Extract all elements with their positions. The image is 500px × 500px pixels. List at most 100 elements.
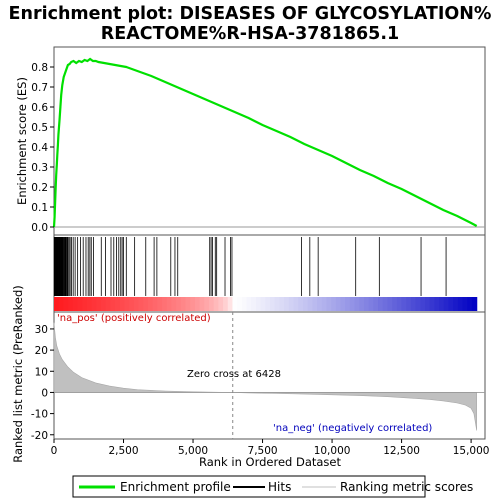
legend-label-enrichment: Enrichment profile	[120, 480, 231, 494]
colorbar-segment-53	[302, 297, 309, 311]
colorbar-segment-16	[129, 297, 135, 311]
es-tick-label-5: 0.5	[31, 122, 48, 134]
colorbar-segment-67	[368, 297, 374, 311]
colorbar-segment-58	[326, 297, 332, 311]
colorbar-segment-26	[176, 297, 182, 311]
colorbar-segment-25	[171, 297, 177, 311]
x-tick-label-1: 2,500	[108, 445, 138, 457]
chart-title-line1: Enrichment plot: DISEASES OF GLYCOSYLATI…	[9, 4, 492, 24]
colorbar-segment-44	[260, 297, 266, 311]
legend-label-hits: Hits	[268, 480, 291, 494]
metric-tick-label-0: -20	[31, 430, 48, 442]
colorbar-segment-28	[185, 297, 191, 311]
colorbar-segment-55	[312, 297, 318, 311]
rank-colorbar	[54, 297, 478, 311]
colorbar-segment-2	[63, 297, 69, 311]
colorbar-segment-56	[316, 297, 323, 311]
hits-layer	[53, 237, 447, 296]
colorbar-segment-89	[471, 297, 478, 311]
colorbar-segment-31	[199, 297, 205, 311]
x-tick-label-5: 12,500	[383, 445, 420, 457]
colorbar-segment-45	[265, 297, 271, 311]
colorbar-segment-78	[420, 297, 426, 311]
colorbar-segment-82	[439, 297, 445, 311]
colorbar-segment-73	[396, 297, 403, 311]
colorbar-segment-62	[345, 297, 351, 311]
x-tick-label-2: 5,000	[178, 445, 208, 457]
colorbar-segment-71	[387, 297, 393, 311]
colorbar-segment-75	[406, 297, 412, 311]
zero-cross-label: Zero cross at 6428	[187, 369, 281, 380]
colorbar-segment-43	[255, 297, 262, 311]
es-tick-label-3: 0.3	[31, 162, 48, 174]
x-tick-label-4: 10,000	[314, 445, 351, 457]
metric-tick-label-4: 20	[35, 345, 48, 357]
colorbar-segment-36	[223, 297, 229, 311]
colorbar-segment-35	[218, 297, 224, 311]
colorbar-segment-29	[190, 297, 196, 311]
colorbar-segment-61	[340, 297, 346, 311]
x-tick-label-0: 0	[51, 445, 58, 457]
colorbar-segment-39	[237, 297, 243, 311]
colorbar-segment-17	[133, 297, 140, 311]
enrichment-profile-line	[52, 57, 478, 228]
legend-label-ranking: Ranking metric scores	[340, 480, 473, 494]
colorbar-segment-13	[115, 297, 121, 311]
colorbar-segment-86	[457, 297, 464, 311]
colorbar-segment-42	[251, 297, 257, 311]
es-tick-label-1: 0.1	[31, 202, 48, 214]
metric-tick-label-3: 10	[35, 366, 48, 378]
metric-y-axis-label: Ranked list metric (PreRanked)	[11, 285, 25, 463]
colorbar-segment-57	[321, 297, 327, 311]
metric-tick-label-5: 30	[35, 324, 48, 336]
colorbar-segment-18	[138, 297, 144, 311]
colorbar-segment-9	[96, 297, 102, 311]
colorbar-segment-80	[429, 297, 435, 311]
colorbar-segment-49	[284, 297, 290, 311]
colorbar-segment-23	[162, 297, 168, 311]
colorbar-segment-79	[424, 297, 431, 311]
colorbar-segment-87	[462, 297, 468, 311]
colorbar-segment-52	[298, 297, 304, 311]
legend: Enrichment profile Hits Ranking metric s…	[72, 475, 473, 498]
es-tick-label-7: 0.7	[31, 82, 48, 94]
colorbar-segment-54	[307, 297, 313, 311]
colorbar-segment-14	[119, 297, 126, 311]
colorbar-segment-6	[82, 297, 88, 311]
colorbar-segment-37	[227, 297, 234, 311]
colorbar-segment-64	[354, 297, 360, 311]
colorbar-segment-48	[279, 297, 285, 311]
colorbar-segment-76	[410, 297, 417, 311]
colorbar-segment-83	[443, 297, 450, 311]
colorbar-segment-27	[180, 297, 187, 311]
colorbar-segment-32	[204, 297, 210, 311]
colorbar-segment-15	[124, 297, 130, 311]
colorbar-segment-24	[166, 297, 173, 311]
metric-panel	[53, 311, 486, 440]
colorbar-segment-11	[105, 297, 111, 311]
colorbar-segment-10	[100, 297, 107, 311]
colorbar-segment-46	[270, 297, 276, 311]
colorbar-segment-72	[392, 297, 398, 311]
colorbar-segment-38	[232, 297, 238, 311]
colorbar-segment-8	[91, 297, 97, 311]
colorbar-segment-65	[359, 297, 365, 311]
es-layer	[52, 57, 485, 228]
pos-correlated-label: 'na_pos' (positively correlated)	[57, 313, 211, 324]
es-panel	[53, 46, 486, 236]
colorbar-segment-1	[58, 297, 64, 311]
colorbar-segment-41	[246, 297, 252, 311]
colorbar-segment-21	[152, 297, 158, 311]
colorbar-segment-85	[453, 297, 459, 311]
colorbar-segment-0	[54, 297, 60, 311]
colorbar-segment-4	[72, 297, 79, 311]
colorbar-segment-59	[331, 297, 337, 311]
colorbar-segment-68	[373, 297, 379, 311]
colorbar-segment-3	[68, 297, 74, 311]
colorbar-segment-60	[335, 297, 342, 311]
colorbar-segment-74	[401, 297, 407, 311]
colorbar-segment-22	[157, 297, 163, 311]
colorbar-segment-77	[415, 297, 421, 311]
axes-layer: 0.0 0.1 0.2 0.3 0.4 0.5 0.6 0.7 0.8 -20 -10 0 10 20 30…	[31, 62, 490, 457]
colorbar-segment-20	[147, 297, 154, 311]
